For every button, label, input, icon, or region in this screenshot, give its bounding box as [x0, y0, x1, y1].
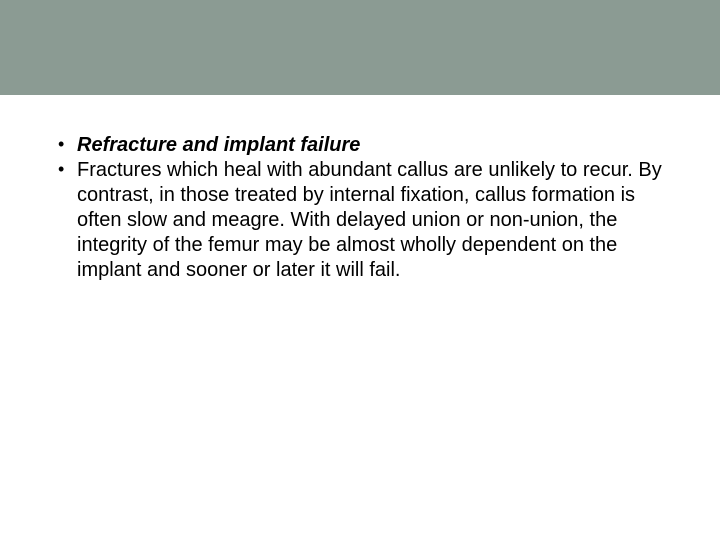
slide-container: Refracture and implant failure Fractures… [0, 0, 720, 540]
bullet-item-body: Fractures which heal with abundant callu… [55, 158, 665, 283]
bullet-title-text: Refracture and implant failure [77, 134, 360, 156]
bullet-item-title: Refracture and implant failure [55, 133, 665, 158]
bullet-list: Refracture and implant failure Fractures… [55, 133, 665, 283]
header-bar [0, 0, 720, 95]
content-area: Refracture and implant failure Fractures… [0, 95, 720, 283]
bullet-body-text: Fractures which heal with abundant callu… [77, 159, 662, 281]
